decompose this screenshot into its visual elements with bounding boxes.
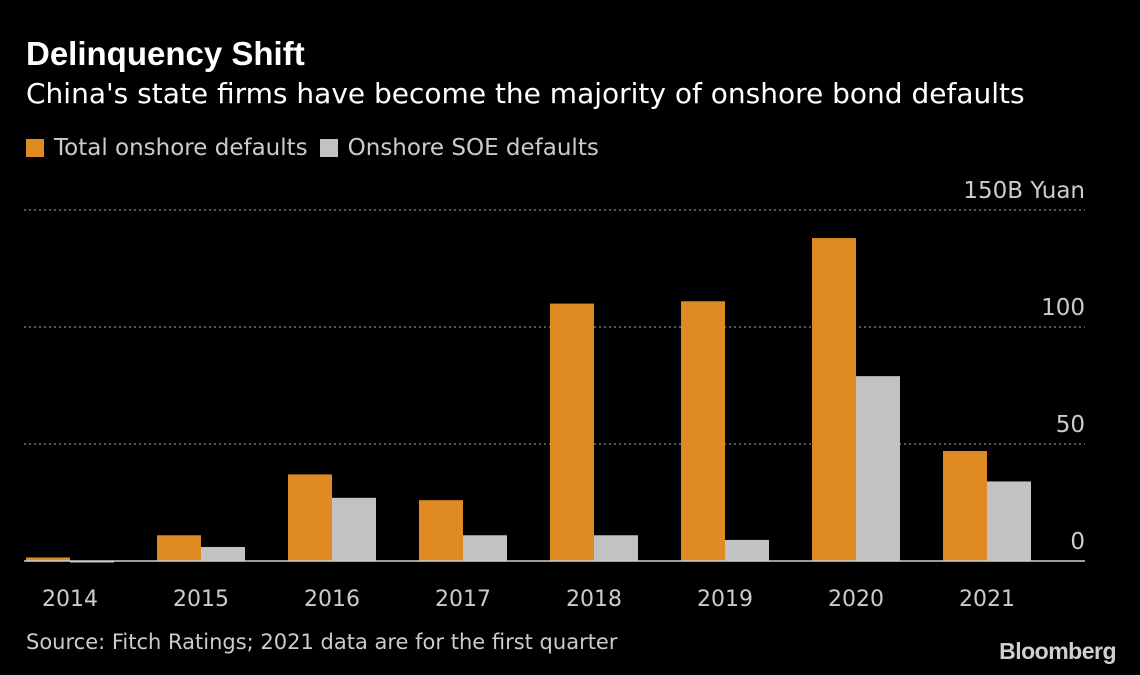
bar-soe-2019 xyxy=(725,539,769,561)
bar-soe-2018 xyxy=(594,535,638,561)
y-tick-label-100: 100 xyxy=(1041,295,1085,321)
source-note: Source: Fitch Ratings; 2021 data are for… xyxy=(26,630,618,654)
bar-total-2015 xyxy=(157,535,201,561)
legend-label-soe: Onshore SOE defaults xyxy=(347,135,599,161)
y-tick-label-0: 0 xyxy=(1070,529,1085,555)
bloomberg-logo: Bloomberg xyxy=(999,638,1116,664)
x-tick-label-2014: 2014 xyxy=(42,587,98,612)
bar-soe-2021 xyxy=(987,481,1031,561)
x-tick-label-2016: 2016 xyxy=(304,587,360,612)
chart-subtitle: China's state firms have become the majo… xyxy=(26,77,1025,110)
legend-item-total: Total onshore defaults xyxy=(26,135,308,161)
legend: Total onshore defaults Onshore SOE defau… xyxy=(26,132,611,164)
legend-swatch-total xyxy=(26,139,44,157)
x-tick-label-2018: 2018 xyxy=(566,587,622,612)
x-tick-label-2015: 2015 xyxy=(173,587,229,612)
x-tick-label-2019: 2019 xyxy=(697,587,753,612)
y-tick-label-50: 50 xyxy=(1056,412,1085,438)
bar-soe-2020 xyxy=(856,376,900,561)
bar-total-2018 xyxy=(550,303,594,561)
legend-label-total: Total onshore defaults xyxy=(54,135,308,161)
bar-total-2016 xyxy=(288,474,332,561)
bar-total-2014 xyxy=(26,557,70,561)
y-tick-label-150: 150B Yuan xyxy=(963,178,1085,204)
bar-total-2019 xyxy=(681,301,725,561)
legend-swatch-soe xyxy=(319,139,338,157)
bar-total-2021 xyxy=(943,451,987,561)
bar-soe-2017 xyxy=(463,535,507,561)
bar-total-2020 xyxy=(812,238,856,561)
x-tick-label-2020: 2020 xyxy=(828,587,884,612)
chart-title: Delinquency Shift xyxy=(26,35,305,72)
bar-soe-2015 xyxy=(201,546,245,561)
bar-total-2017 xyxy=(419,500,463,561)
bar-soe-2016 xyxy=(332,497,376,561)
legend-item-soe: Onshore SOE defaults xyxy=(319,135,599,161)
x-tick-label-2021: 2021 xyxy=(959,587,1015,612)
x-tick-label-2017: 2017 xyxy=(435,587,491,612)
